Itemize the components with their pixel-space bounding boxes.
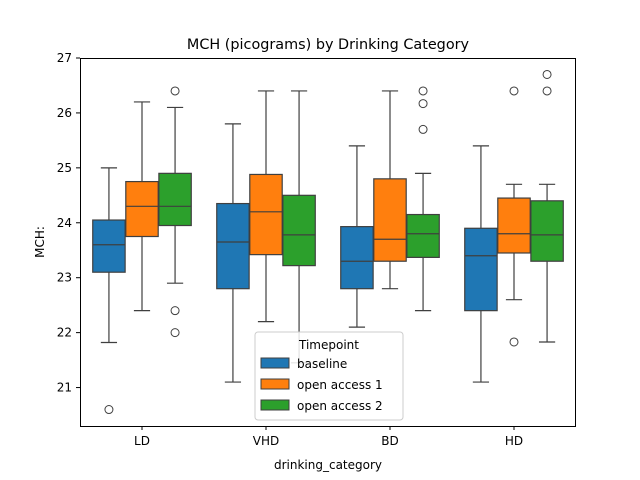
outlier-point bbox=[418, 124, 428, 134]
box-group bbox=[282, 90, 316, 364]
box-group bbox=[464, 145, 498, 383]
y-tick-label: 27 bbox=[57, 51, 72, 65]
box-body bbox=[158, 172, 192, 227]
legend-entry: open access 1 bbox=[297, 378, 383, 392]
legend-swatch bbox=[260, 378, 290, 390]
box-body bbox=[249, 173, 283, 256]
box-body bbox=[282, 194, 316, 267]
outlier-point bbox=[509, 337, 519, 347]
box-group bbox=[406, 86, 440, 312]
y-tick-label: 24 bbox=[57, 216, 72, 230]
legend-frame bbox=[254, 331, 404, 421]
legend-entry: baseline bbox=[297, 357, 347, 371]
y-tick-label: 23 bbox=[57, 271, 72, 285]
outlier-point bbox=[418, 99, 428, 109]
x-tick-label: LD bbox=[134, 434, 150, 448]
outlier-point bbox=[418, 86, 428, 96]
outlier-point bbox=[542, 86, 552, 96]
box-group bbox=[497, 86, 531, 347]
box-group bbox=[216, 123, 250, 383]
legend-title: Timepoint bbox=[298, 338, 359, 352]
y-tick-label: 25 bbox=[57, 161, 72, 175]
y-tick-label: 26 bbox=[57, 106, 72, 120]
box-body bbox=[464, 227, 498, 312]
x-tick-label: HD bbox=[505, 434, 523, 448]
box-body bbox=[373, 178, 407, 262]
box-group bbox=[125, 101, 159, 312]
box-body bbox=[497, 197, 531, 254]
box-body bbox=[125, 180, 159, 238]
plot-frame bbox=[80, 58, 576, 427]
box-group bbox=[92, 167, 126, 415]
outlier-point bbox=[104, 405, 114, 415]
x-axis-label: drinking_category bbox=[274, 458, 382, 472]
y-axis-label: MCH: bbox=[33, 226, 47, 258]
outlier-point bbox=[170, 328, 180, 338]
x-tick-label: BD bbox=[381, 434, 398, 448]
y-tick-label: 21 bbox=[57, 381, 72, 395]
box-group bbox=[158, 86, 192, 338]
box-group bbox=[249, 90, 283, 323]
y-tick-label: 22 bbox=[57, 326, 72, 340]
outlier-point bbox=[170, 306, 180, 316]
x-tick-label: VHD bbox=[253, 434, 279, 448]
chart-title: MCH (picograms) by Drinking Category bbox=[187, 37, 470, 53]
legend: Timepoint baseline open access 1 open acces… bbox=[254, 331, 404, 421]
box-group bbox=[340, 145, 374, 328]
outlier-point bbox=[509, 86, 519, 96]
outlier-point bbox=[170, 86, 180, 96]
legend-entry: open access 2 bbox=[297, 399, 383, 413]
box-group bbox=[373, 90, 407, 290]
box-body bbox=[406, 213, 440, 258]
legend-swatch bbox=[260, 399, 290, 411]
box-body bbox=[340, 226, 374, 290]
box-body bbox=[216, 202, 250, 290]
legend-swatch bbox=[260, 357, 290, 369]
box-body bbox=[92, 219, 126, 273]
outlier-point bbox=[542, 69, 552, 79]
box-group bbox=[530, 69, 564, 343]
box-body bbox=[530, 200, 564, 262]
